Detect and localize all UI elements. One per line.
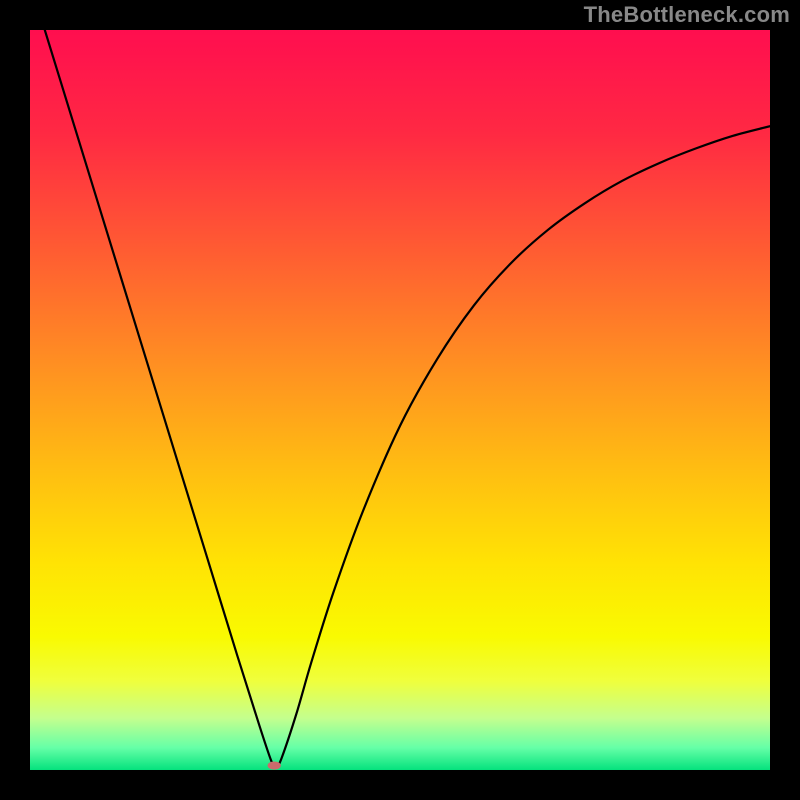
chart-background (30, 30, 770, 770)
watermark-text: TheBottleneck.com (584, 2, 790, 28)
chart-svg (30, 30, 770, 770)
chart-frame: TheBottleneck.com (0, 0, 800, 800)
plot-area (30, 30, 770, 770)
minimum-marker (268, 761, 281, 769)
